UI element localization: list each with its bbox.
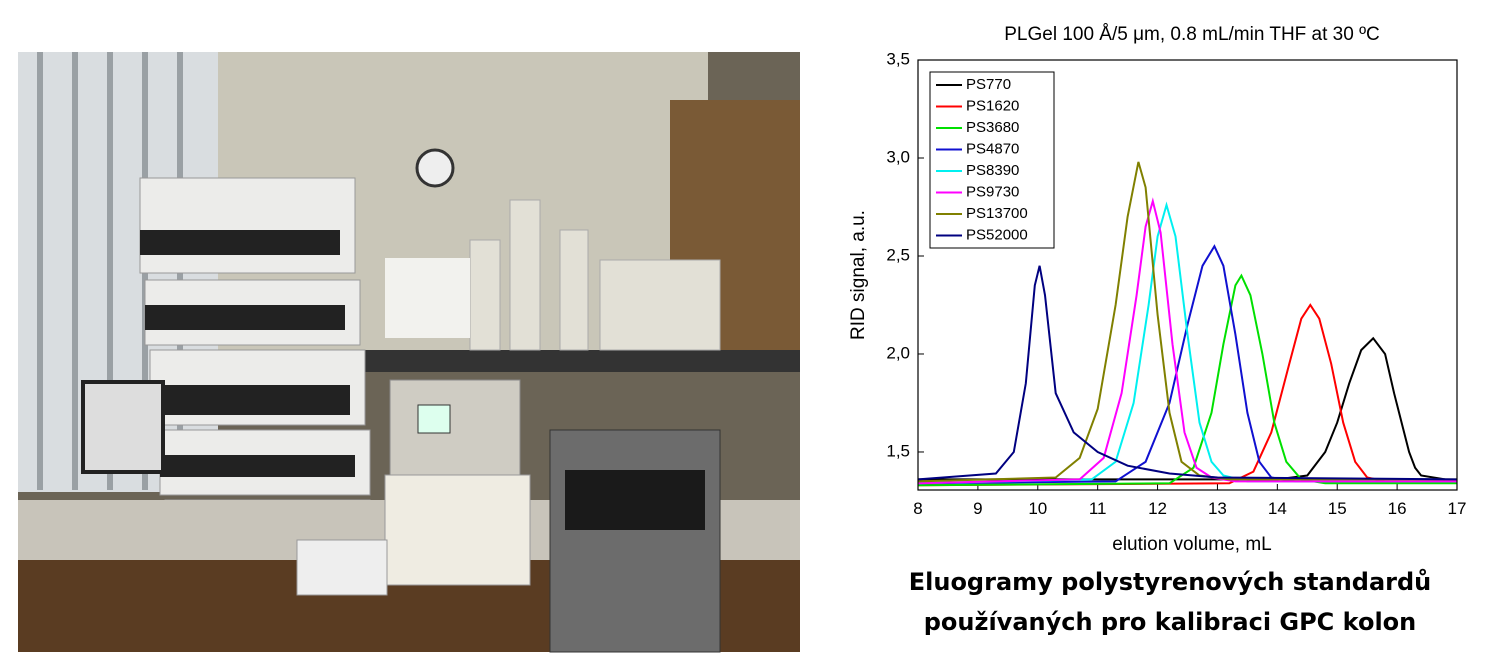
heater xyxy=(296,539,388,596)
x-tick-label: 11 xyxy=(1089,499,1107,518)
legend-label: PS13700 xyxy=(966,205,1028,222)
pump-display xyxy=(565,470,705,530)
legend-label: PS8390 xyxy=(966,162,1019,179)
y-tick-label: 3,5 xyxy=(886,49,910,68)
pump-module xyxy=(549,429,721,653)
canister xyxy=(385,258,470,338)
legend-label: PS770 xyxy=(966,76,1011,93)
shelf xyxy=(360,350,800,372)
series-line xyxy=(918,201,1457,485)
x-tick-label: 15 xyxy=(1328,499,1347,518)
plot-frame xyxy=(917,59,1458,491)
legend-label: PS9730 xyxy=(966,183,1019,200)
legend-label: PS1620 xyxy=(966,97,1019,114)
x-tick-label: 13 xyxy=(1208,499,1227,518)
series-line xyxy=(918,273,1457,487)
detector-screen xyxy=(417,404,451,434)
x-tick-label: 17 xyxy=(1448,499,1467,518)
legend-label: PS3680 xyxy=(966,119,1019,136)
monitor xyxy=(81,380,165,474)
series-line xyxy=(918,336,1446,481)
x-tick-label: 12 xyxy=(1148,499,1167,518)
legend-label: PS52000 xyxy=(966,226,1028,243)
y-axis-label: RID signal, a.u. xyxy=(849,210,869,340)
x-tick-label: 10 xyxy=(1028,499,1047,518)
x-tick-label: 16 xyxy=(1388,499,1407,518)
chart-title: PLGel 100 Å/5 μm, 0.8 mL/min THF at 30 º… xyxy=(1004,24,1380,45)
series-line xyxy=(918,303,1457,487)
y-tick-label: 2,0 xyxy=(886,343,910,362)
y-tick-label: 3,0 xyxy=(886,147,910,166)
x-tick-label: 8 xyxy=(913,499,922,518)
oven xyxy=(384,474,531,586)
caption-line: používaných pro kalibraci GPC kolon xyxy=(923,608,1417,636)
legend-label: PS4870 xyxy=(966,140,1019,157)
caption-line: Eluogramy polystyrenových standardů xyxy=(908,568,1432,596)
clock xyxy=(415,148,455,188)
x-tick-label: 14 xyxy=(1268,499,1287,518)
lab-photo xyxy=(18,52,800,653)
chart: PLGel 100 Å/5 μm, 0.8 mL/min THF at 30 º… xyxy=(849,24,1467,555)
legend-box xyxy=(929,71,1055,249)
series-line xyxy=(918,244,1457,485)
series-line xyxy=(918,161,1457,483)
y-tick-label: 2,5 xyxy=(886,245,910,264)
y-tick-label: 1,5 xyxy=(886,441,910,460)
x-axis-label: elution volume, mL xyxy=(1112,534,1271,555)
glassware xyxy=(469,199,721,351)
x-tick-label: 9 xyxy=(973,499,982,518)
series-line xyxy=(918,265,1457,481)
